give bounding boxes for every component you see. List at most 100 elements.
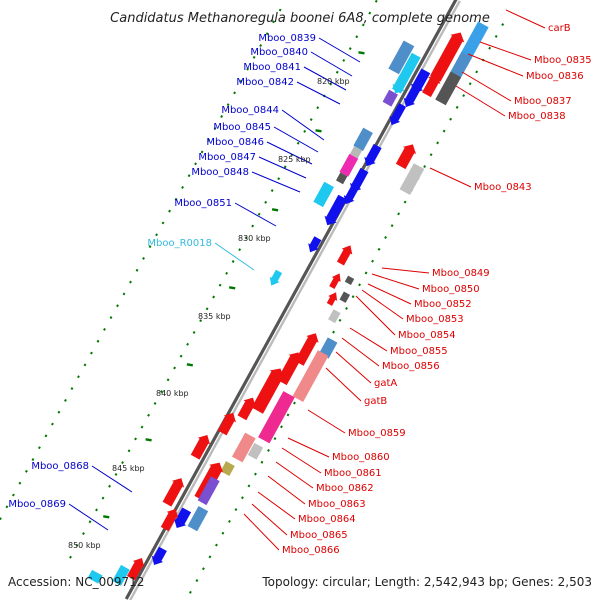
forward-gene-feature bbox=[343, 186, 359, 205]
forward-gene-feature bbox=[173, 507, 192, 528]
tick-mark bbox=[501, 23, 505, 27]
tick-mark bbox=[267, 448, 270, 452]
gene-label: Mboo_0852 bbox=[414, 299, 472, 310]
reverse-gene-feature bbox=[294, 333, 319, 366]
tick-mark bbox=[168, 209, 171, 213]
tick-mark bbox=[286, 413, 290, 417]
tick-mark bbox=[147, 413, 150, 417]
kbp-label: 835 kbp bbox=[198, 312, 231, 321]
reverse-gene-feature bbox=[328, 309, 341, 324]
leader-line bbox=[355, 295, 396, 336]
reverse-gene-feature bbox=[258, 391, 295, 444]
tick-mark bbox=[270, 189, 274, 192]
tick-mark bbox=[442, 129, 446, 133]
tick-mark bbox=[290, 153, 294, 157]
gene-label: Mboo_0854 bbox=[398, 330, 456, 341]
tick-mark bbox=[348, 47, 352, 51]
gene-label: Mboo_0862 bbox=[316, 483, 374, 494]
leader-line bbox=[310, 51, 353, 77]
tick-mark bbox=[468, 82, 472, 86]
leader-line bbox=[325, 367, 362, 402]
tick-mark bbox=[142, 256, 145, 260]
tick-mark bbox=[88, 520, 92, 524]
gene-label: Mboo_0848 bbox=[191, 167, 249, 178]
gene-label: Mboo_0846 bbox=[206, 137, 264, 148]
leader-line bbox=[461, 71, 512, 102]
tick-mark bbox=[251, 224, 255, 228]
tick-mark bbox=[25, 469, 28, 473]
kbp-label: 825 kbp bbox=[278, 155, 311, 164]
reverse-gene-feature bbox=[162, 478, 185, 507]
leader-lines bbox=[68, 9, 546, 551]
leader-line bbox=[467, 53, 524, 77]
forward-gene-feature bbox=[353, 127, 373, 151]
kbp-label: 845 kbp bbox=[112, 464, 145, 473]
reverse-gene-feature bbox=[329, 273, 341, 289]
kbp-tick bbox=[228, 286, 236, 290]
leader-line bbox=[318, 37, 361, 63]
reverse-gene-feature bbox=[220, 461, 235, 476]
leader-line bbox=[381, 267, 430, 274]
tick-mark bbox=[122, 292, 126, 296]
leader-line bbox=[307, 409, 346, 434]
leader-line bbox=[479, 41, 532, 61]
gene-label: Mboo_0853 bbox=[406, 314, 464, 325]
tick-mark bbox=[345, 307, 348, 310]
leader-line bbox=[266, 141, 313, 165]
tick-mark bbox=[173, 366, 176, 370]
forward-gene-feature bbox=[324, 194, 348, 226]
tick-mark bbox=[12, 493, 15, 497]
tick-mark bbox=[220, 115, 224, 118]
gene-label: Mboo_0868 bbox=[31, 461, 89, 472]
tick-mark bbox=[181, 186, 184, 189]
leader-line bbox=[258, 156, 307, 179]
reverse-gene-feature bbox=[395, 144, 417, 170]
forward-gene-feature bbox=[410, 68, 431, 94]
gene-label: gatA bbox=[374, 378, 397, 389]
leader-line bbox=[303, 66, 347, 91]
gene-label: Mboo_0849 bbox=[432, 268, 490, 279]
tick-mark bbox=[449, 117, 453, 121]
tick-mark bbox=[397, 212, 400, 216]
tick-mark bbox=[179, 354, 183, 358]
gene-label: Mboo_0859 bbox=[348, 428, 406, 439]
leader-line bbox=[335, 351, 372, 384]
tick-mark bbox=[283, 165, 287, 169]
tick-mark bbox=[234, 508, 238, 512]
reverse-gene-feature bbox=[190, 435, 211, 460]
reverse-gene-feature bbox=[344, 275, 355, 285]
tick-mark bbox=[215, 543, 218, 547]
tick-mark bbox=[199, 319, 203, 323]
gene-label: Mboo_0869 bbox=[8, 499, 66, 510]
gene-label: carB bbox=[548, 23, 571, 34]
tick-mark bbox=[364, 271, 368, 275]
tick-mark bbox=[200, 150, 204, 154]
tick-mark bbox=[90, 351, 93, 355]
tick-mark bbox=[127, 449, 131, 453]
tick-mark bbox=[252, 55, 256, 59]
tick-mark bbox=[135, 268, 139, 272]
tick-mark bbox=[423, 165, 427, 168]
leader-line bbox=[273, 126, 319, 153]
gene-label: Mboo_0850 bbox=[422, 284, 480, 295]
tick-mark bbox=[64, 398, 67, 402]
tick-mark bbox=[436, 141, 440, 145]
kbp-tick bbox=[358, 51, 365, 55]
gene-label: Mboo_0847 bbox=[198, 152, 256, 163]
leader-line bbox=[361, 289, 404, 320]
tick-mark bbox=[57, 410, 61, 414]
tick-mark bbox=[134, 437, 137, 441]
tick-mark bbox=[246, 67, 250, 71]
gene-labels: Mboo_0839 Mboo_0840 Mboo_0841 Mboo_0842 Mboo… bbox=[8, 23, 591, 556]
tick-mark bbox=[475, 70, 479, 74]
kbp-label: 840 kbp bbox=[156, 389, 189, 398]
leader-line bbox=[281, 109, 325, 141]
tick-mark bbox=[101, 496, 105, 500]
tick-mark bbox=[403, 200, 407, 204]
leader-line bbox=[251, 171, 301, 193]
tick-marks bbox=[0, 0, 505, 594]
tick-mark bbox=[455, 105, 459, 109]
tick-mark bbox=[174, 197, 178, 201]
leader-line bbox=[455, 85, 506, 117]
tick-mark bbox=[259, 44, 263, 47]
